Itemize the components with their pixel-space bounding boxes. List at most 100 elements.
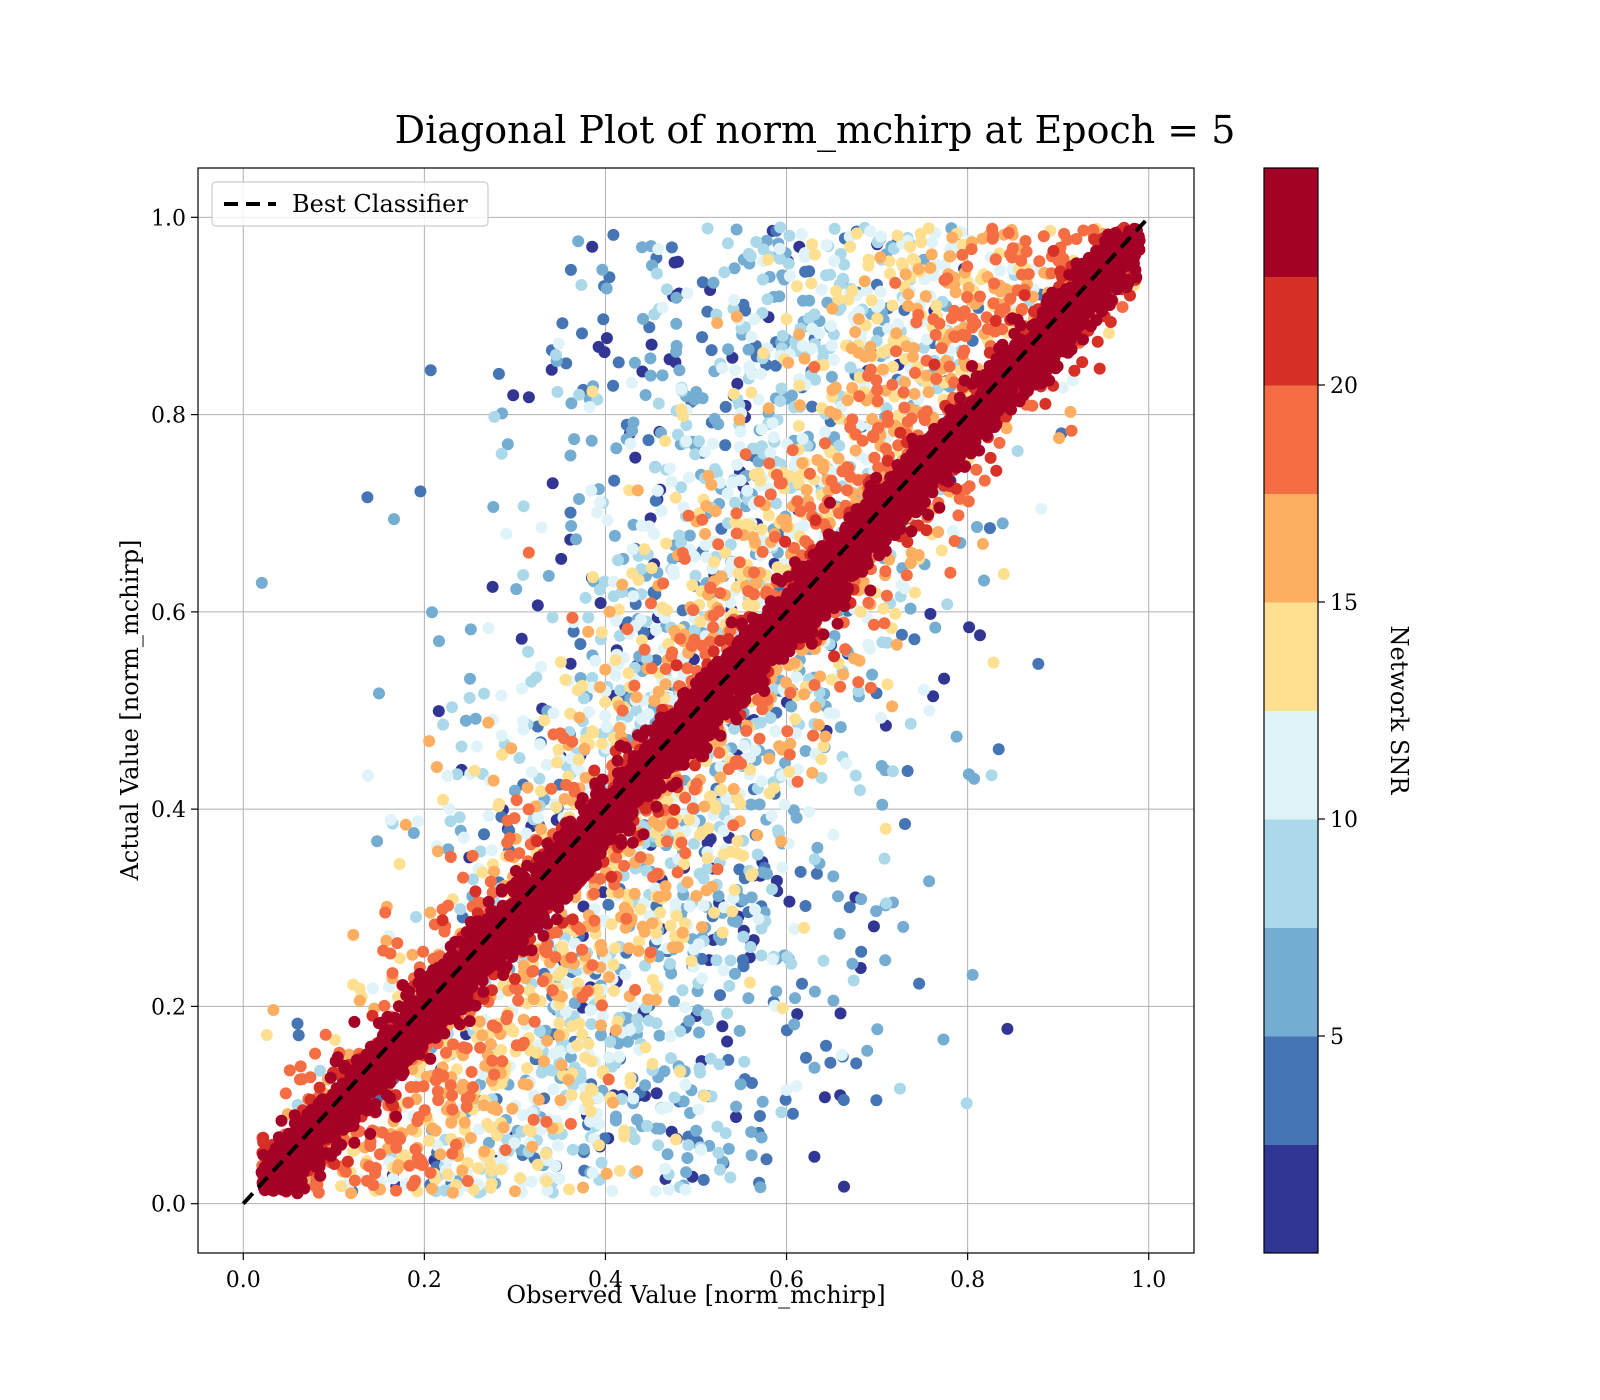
scatter-point bbox=[552, 1139, 564, 1152]
scatter-point bbox=[628, 356, 641, 369]
scatter-point bbox=[699, 527, 712, 540]
scatter-point bbox=[1004, 248, 1017, 261]
scatter-point bbox=[585, 1055, 598, 1068]
scatter-point bbox=[737, 930, 750, 943]
scatter-point bbox=[598, 575, 611, 588]
scatter-point bbox=[924, 607, 937, 620]
scatter-point bbox=[487, 774, 500, 787]
scatter-point bbox=[490, 1021, 503, 1034]
scatter-point bbox=[402, 1096, 415, 1109]
scatter-point bbox=[595, 938, 607, 951]
scatter-point bbox=[503, 849, 516, 862]
scatter-point bbox=[724, 1171, 737, 1184]
scatter-point bbox=[820, 239, 833, 252]
scatter-point bbox=[616, 704, 629, 717]
scatter-point bbox=[650, 1087, 663, 1100]
scatter-point bbox=[808, 679, 821, 691]
scatter-point bbox=[530, 835, 543, 848]
scatter-point bbox=[576, 943, 589, 956]
scatter-point bbox=[712, 890, 725, 902]
scatter-point bbox=[880, 897, 893, 910]
scatter-point bbox=[679, 1078, 692, 1091]
scatter-point bbox=[828, 707, 841, 720]
scatter-point bbox=[909, 586, 921, 599]
scatter-point bbox=[1016, 303, 1029, 315]
scatter-point bbox=[728, 722, 741, 735]
scatter-point bbox=[808, 361, 821, 373]
scatter-point bbox=[639, 1041, 652, 1054]
scatter-point bbox=[746, 368, 759, 381]
scatter-point bbox=[729, 967, 741, 980]
scatter-point bbox=[620, 912, 633, 925]
scatter-point bbox=[811, 841, 824, 854]
scatter-point bbox=[730, 1100, 743, 1113]
scatter-point bbox=[775, 382, 788, 395]
scatter-point bbox=[661, 835, 673, 848]
scatter-point bbox=[547, 728, 560, 741]
scatter-point bbox=[600, 332, 613, 345]
scatter-point bbox=[641, 652, 653, 665]
scatter-point bbox=[562, 1073, 575, 1086]
scatter-point bbox=[698, 1090, 711, 1103]
scatter-point bbox=[710, 954, 723, 967]
scatter-point bbox=[690, 1124, 703, 1137]
scatter-point bbox=[895, 628, 908, 641]
scatter-point bbox=[501, 438, 514, 451]
scatter-point bbox=[740, 724, 753, 737]
scatter-point bbox=[521, 1062, 534, 1075]
scatter-point bbox=[776, 1002, 789, 1015]
scatter-point bbox=[654, 906, 667, 919]
scatter-point bbox=[808, 1061, 821, 1074]
scatter-point bbox=[522, 803, 535, 816]
scatter-point bbox=[508, 812, 521, 825]
scatter-point bbox=[834, 680, 847, 693]
scatter-point bbox=[864, 340, 877, 353]
scatter-point bbox=[701, 837, 714, 849]
scatter-point bbox=[646, 1057, 659, 1070]
scatter-point bbox=[809, 373, 822, 386]
scatter-point bbox=[681, 876, 694, 889]
scatter-point bbox=[825, 320, 837, 332]
scatter-point bbox=[922, 386, 935, 399]
scatter-point bbox=[728, 884, 741, 897]
scatter-point bbox=[958, 344, 971, 357]
scatter-point bbox=[731, 377, 744, 390]
scatter-point bbox=[681, 1152, 694, 1164]
scatter-point bbox=[797, 519, 810, 532]
scatter-point bbox=[630, 691, 643, 704]
scatter-point bbox=[1091, 335, 1104, 348]
scatter-point bbox=[785, 700, 798, 713]
scatter-point bbox=[1068, 364, 1081, 377]
scatter-point bbox=[871, 395, 884, 408]
scatter-point bbox=[636, 241, 648, 254]
scatter-point bbox=[535, 823, 547, 836]
scatter-point bbox=[552, 969, 565, 982]
scatter-point bbox=[660, 283, 673, 296]
scatter-point bbox=[784, 737, 797, 750]
scatter-point bbox=[625, 376, 638, 389]
scatter-point bbox=[535, 660, 548, 673]
scatter-point bbox=[744, 976, 756, 989]
scatter-point bbox=[989, 253, 1002, 266]
scatter-point bbox=[411, 815, 424, 828]
scatter-point bbox=[734, 1078, 747, 1091]
scatter-point bbox=[460, 1042, 473, 1055]
scatter-point bbox=[417, 1080, 430, 1093]
scatter-point bbox=[904, 557, 917, 570]
scatter-point bbox=[784, 687, 797, 699]
scatter-point bbox=[532, 811, 545, 824]
scatter-point bbox=[527, 1113, 540, 1126]
scatter-point bbox=[1026, 399, 1039, 412]
scatter-point bbox=[692, 435, 705, 448]
scatter-point bbox=[904, 717, 917, 730]
scatter-point bbox=[560, 779, 573, 791]
scatter-point bbox=[649, 494, 662, 507]
scatter-point bbox=[309, 1047, 322, 1060]
scatter-point bbox=[718, 266, 731, 279]
scatter-point bbox=[681, 287, 694, 300]
scatter-point bbox=[679, 1001, 691, 1014]
scatter-point bbox=[762, 253, 774, 266]
scatter-point bbox=[674, 632, 687, 645]
scatter-point bbox=[896, 257, 908, 270]
scatter-point bbox=[595, 1019, 607, 1032]
